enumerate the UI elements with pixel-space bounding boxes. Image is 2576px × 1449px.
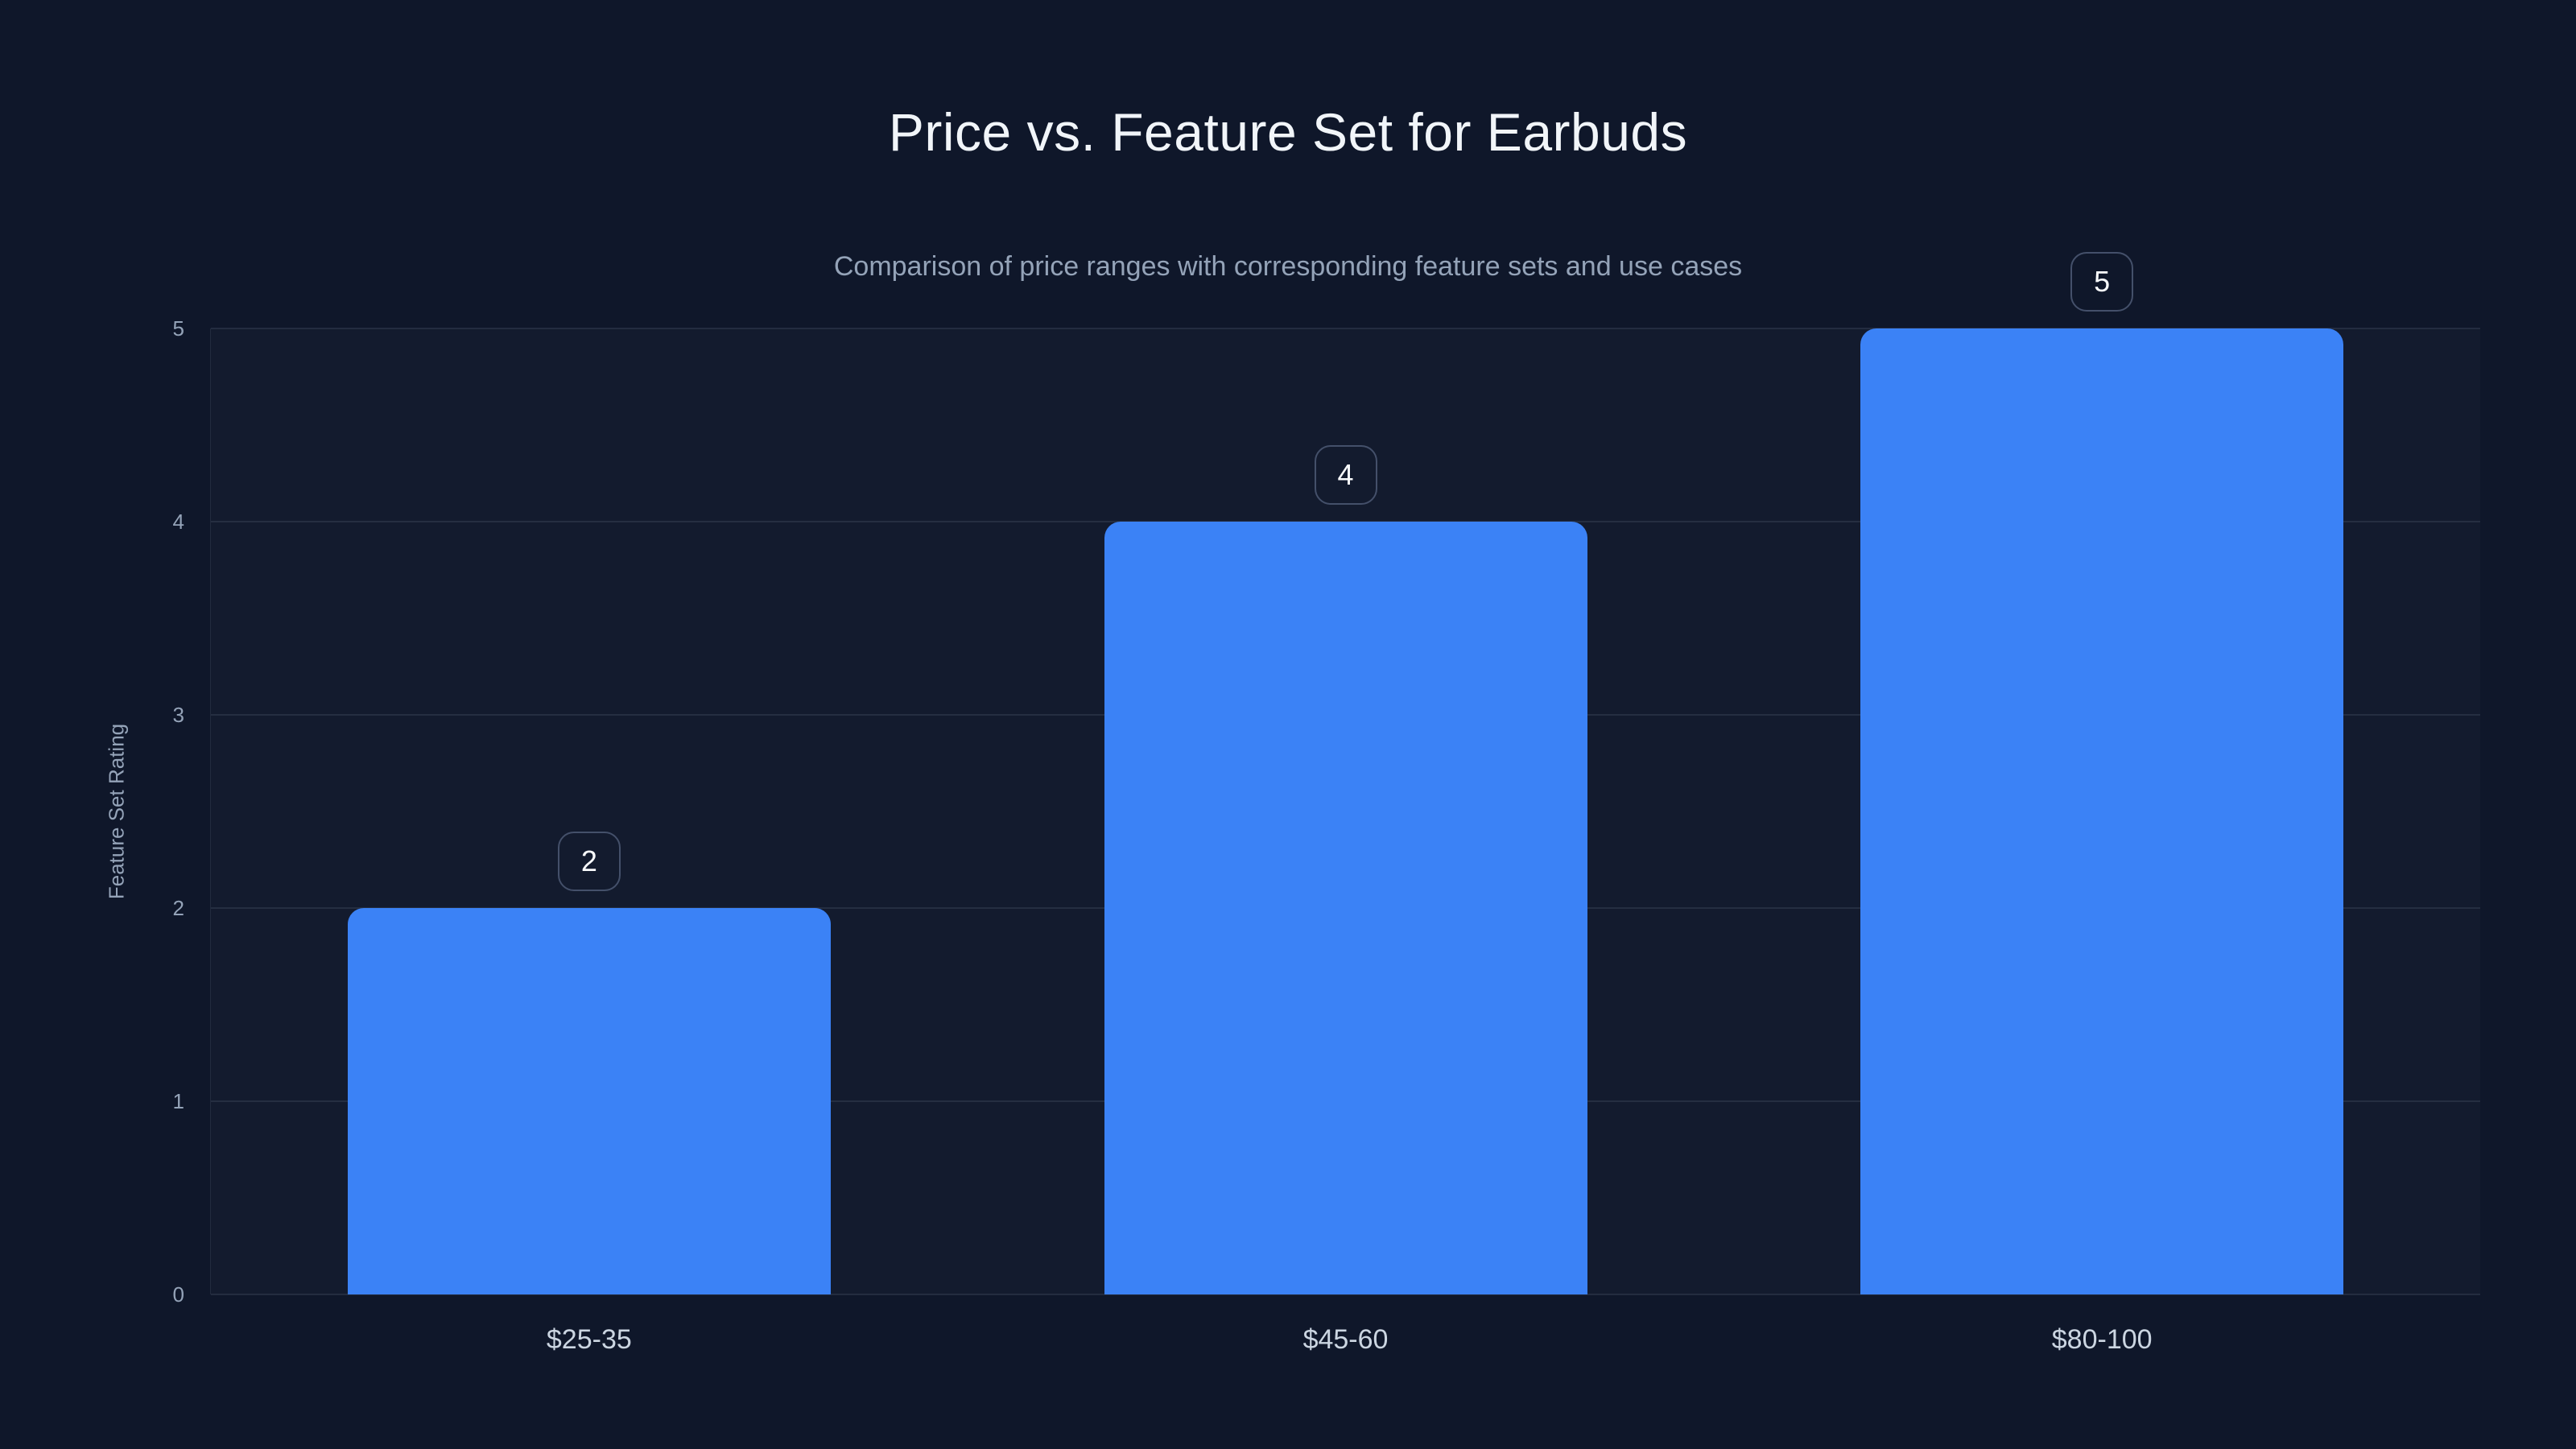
y-tick-label: 5 <box>172 316 184 341</box>
bar-$25-35[interactable] <box>347 908 831 1294</box>
bar-$80-100[interactable] <box>1860 328 2344 1294</box>
value-badge: 5 <box>2070 252 2134 312</box>
y-axis-title: Feature Set Rating <box>104 723 129 900</box>
chart-subtitle: Comparison of price ranges with correspo… <box>833 251 1743 282</box>
value-badge: 2 <box>557 832 621 891</box>
gridline <box>211 328 2480 329</box>
y-tick-label: 2 <box>172 896 184 920</box>
y-tick-label: 0 <box>172 1282 184 1307</box>
x-tick-label: $80-100 <box>2051 1324 2153 1355</box>
y-tick-label: 4 <box>172 510 184 534</box>
bar-$45-60[interactable] <box>1104 522 1587 1294</box>
x-tick-label: $45-60 <box>1302 1324 1389 1355</box>
gridline <box>211 1294 2480 1295</box>
value-badge: 4 <box>1314 445 1377 505</box>
y-tick-label: 1 <box>172 1089 184 1113</box>
x-tick-label: $25-35 <box>546 1324 632 1355</box>
plot-area: 0 1 2 3 4 5 2 $25-35 4 $45-60 5 $80-100 <box>173 252 2480 1355</box>
y-tick-label: 3 <box>172 703 184 727</box>
chart-title: Price vs. Feature Set for Earbuds <box>888 102 1688 162</box>
